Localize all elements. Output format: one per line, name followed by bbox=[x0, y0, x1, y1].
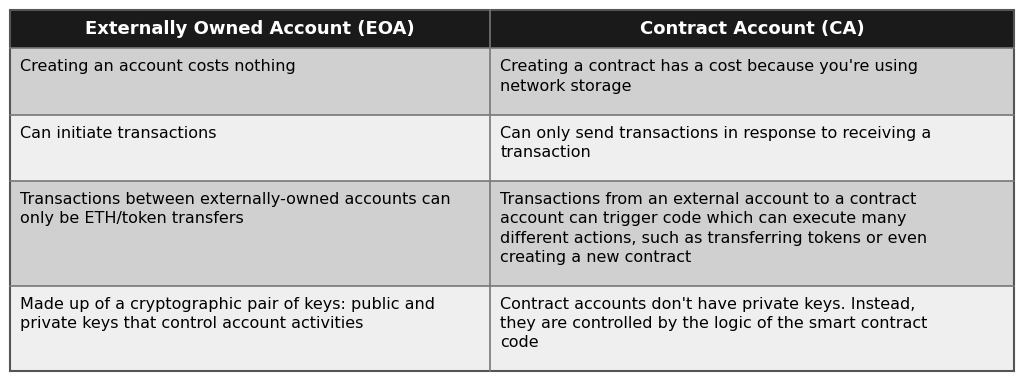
Text: Can initiate transactions: Can initiate transactions bbox=[20, 126, 216, 141]
Bar bbox=[10, 48, 1014, 115]
Text: Creating an account costs nothing: Creating an account costs nothing bbox=[20, 59, 296, 74]
Bar bbox=[10, 10, 1014, 48]
Text: Contract accounts don't have private keys. Instead,
they are controlled by the l: Contract accounts don't have private key… bbox=[501, 297, 928, 350]
Text: Can only send transactions in response to receiving a
transaction: Can only send transactions in response t… bbox=[501, 126, 932, 160]
Text: Transactions between externally-owned accounts can
only be ETH/token transfers: Transactions between externally-owned ac… bbox=[20, 192, 451, 226]
Bar bbox=[10, 181, 1014, 285]
Text: Contract Account (CA): Contract Account (CA) bbox=[640, 20, 864, 38]
Text: Externally Owned Account (EOA): Externally Owned Account (EOA) bbox=[85, 20, 415, 38]
Text: Made up of a cryptographic pair of keys: public and
private keys that control ac: Made up of a cryptographic pair of keys:… bbox=[20, 297, 435, 331]
Bar bbox=[10, 285, 1014, 371]
Text: Transactions from an external account to a contract
account can trigger code whi: Transactions from an external account to… bbox=[501, 192, 928, 265]
Bar bbox=[10, 115, 1014, 181]
Text: Creating a contract has a cost because you're using
network storage: Creating a contract has a cost because y… bbox=[501, 59, 919, 94]
